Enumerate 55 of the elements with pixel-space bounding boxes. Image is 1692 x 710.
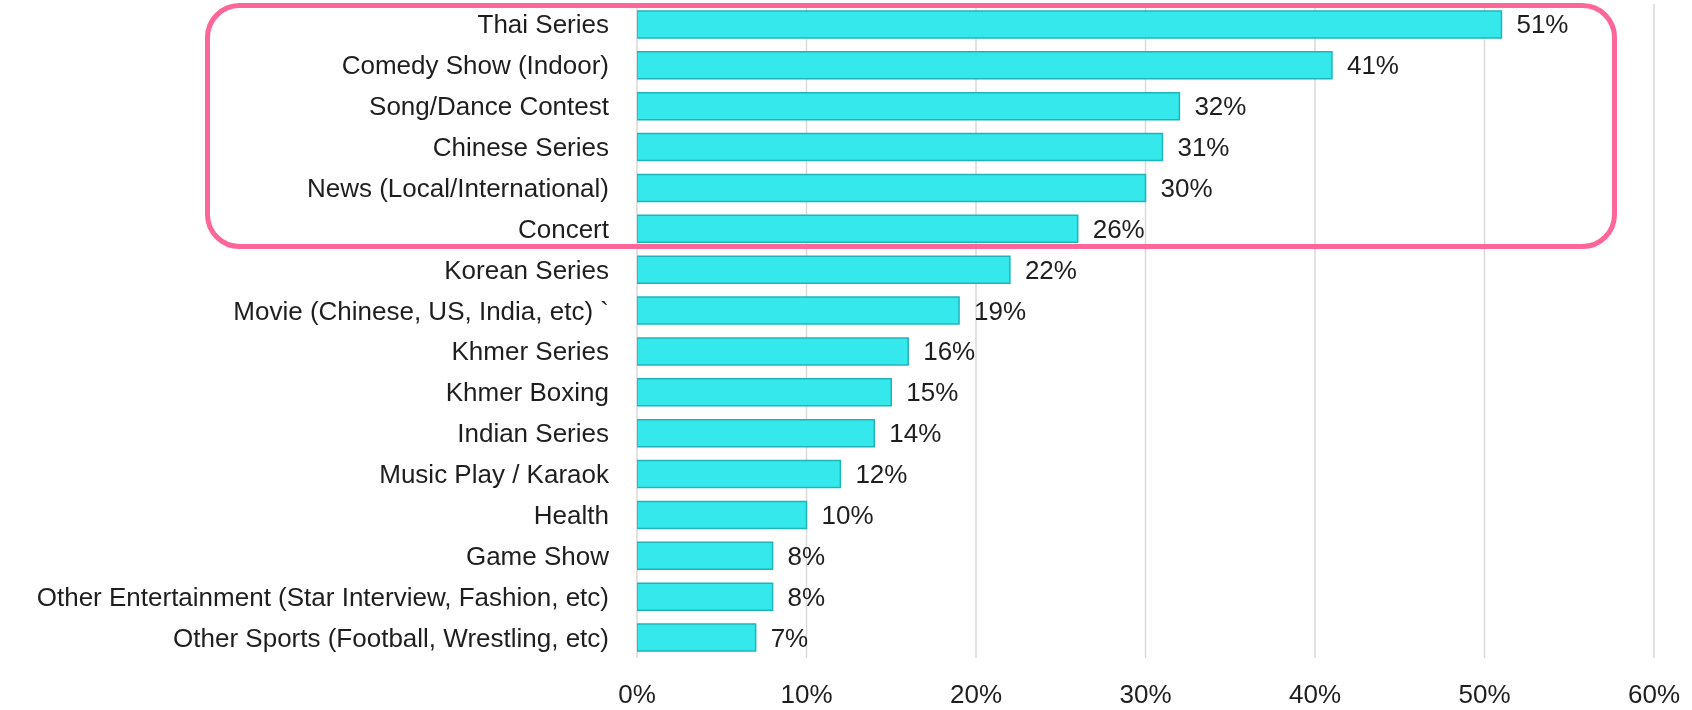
y-tick-label: Comedy Show (Indoor): [341, 50, 609, 81]
y-tick-label: Music Play / Karaok: [379, 459, 610, 490]
y-tick-label: Indian Series: [457, 418, 609, 449]
data-label: 30%: [1160, 172, 1213, 203]
bar: [637, 459, 842, 489]
y-tick-label: Khmer Series: [451, 336, 609, 367]
y-tick-label: Thai Series: [477, 9, 609, 40]
bar: [637, 337, 909, 366]
data-label: 12%: [855, 459, 908, 490]
x-tick-label: 0%: [618, 679, 656, 709]
y-tick-label: Health: [533, 499, 609, 530]
data-label: 8%: [787, 540, 826, 571]
bar: [637, 378, 892, 407]
data-label: 26%: [1092, 213, 1145, 244]
data-label: 22%: [1024, 254, 1077, 285]
data-label: 41%: [1346, 50, 1399, 81]
bar: [637, 418, 876, 448]
bar: [637, 10, 1503, 39]
data-label: 19%: [974, 295, 1027, 326]
bar: [637, 255, 1011, 284]
data-label: 8%: [787, 581, 826, 612]
y-tick-label: Concert: [517, 213, 610, 244]
bar: [637, 500, 808, 530]
x-tick-label: 60%: [1627, 679, 1681, 709]
data-label: 31%: [1177, 132, 1230, 163]
x-tick-label: 10%: [780, 679, 833, 709]
y-tick-label: Other Entertainment (Star Interview, Fashion, etc): [36, 581, 609, 612]
y-tick-label: News (Local/International): [306, 172, 609, 203]
x-tick-label: 50%: [1458, 679, 1511, 709]
x-tick-label: 40%: [1288, 679, 1342, 709]
bar: [637, 132, 1164, 162]
bar: [637, 296, 960, 325]
bar: [637, 541, 774, 571]
y-tick-label: Game Show: [465, 540, 610, 571]
bar: [637, 173, 1147, 203]
y-tick-label: Other Sports (Football, Wrestling, etc): [173, 622, 609, 653]
data-label: 14%: [889, 418, 942, 449]
bar: [637, 623, 757, 652]
data-label: 7%: [770, 622, 809, 653]
data-label: 32%: [1194, 91, 1247, 122]
y-tick-label: Khmer Boxing: [445, 377, 609, 408]
data-label: 16%: [923, 336, 976, 367]
bar: [637, 582, 774, 611]
y-tick-label: Korean Series: [444, 254, 609, 285]
y-tick-label: Chinese Series: [432, 132, 609, 163]
data-label: 51%: [1516, 9, 1569, 40]
bar: [637, 51, 1333, 80]
y-tick-label: Movie (Chinese, US, India, etc) `: [233, 295, 609, 326]
data-label: 15%: [906, 377, 959, 408]
x-tick-label: 20%: [949, 679, 1003, 709]
bar: [637, 214, 1079, 244]
data-label: 10%: [821, 499, 874, 530]
x-tick-label: 30%: [1119, 679, 1172, 709]
bar: [637, 91, 1181, 121]
y-tick-label: Song/Dance Contest: [369, 91, 610, 122]
